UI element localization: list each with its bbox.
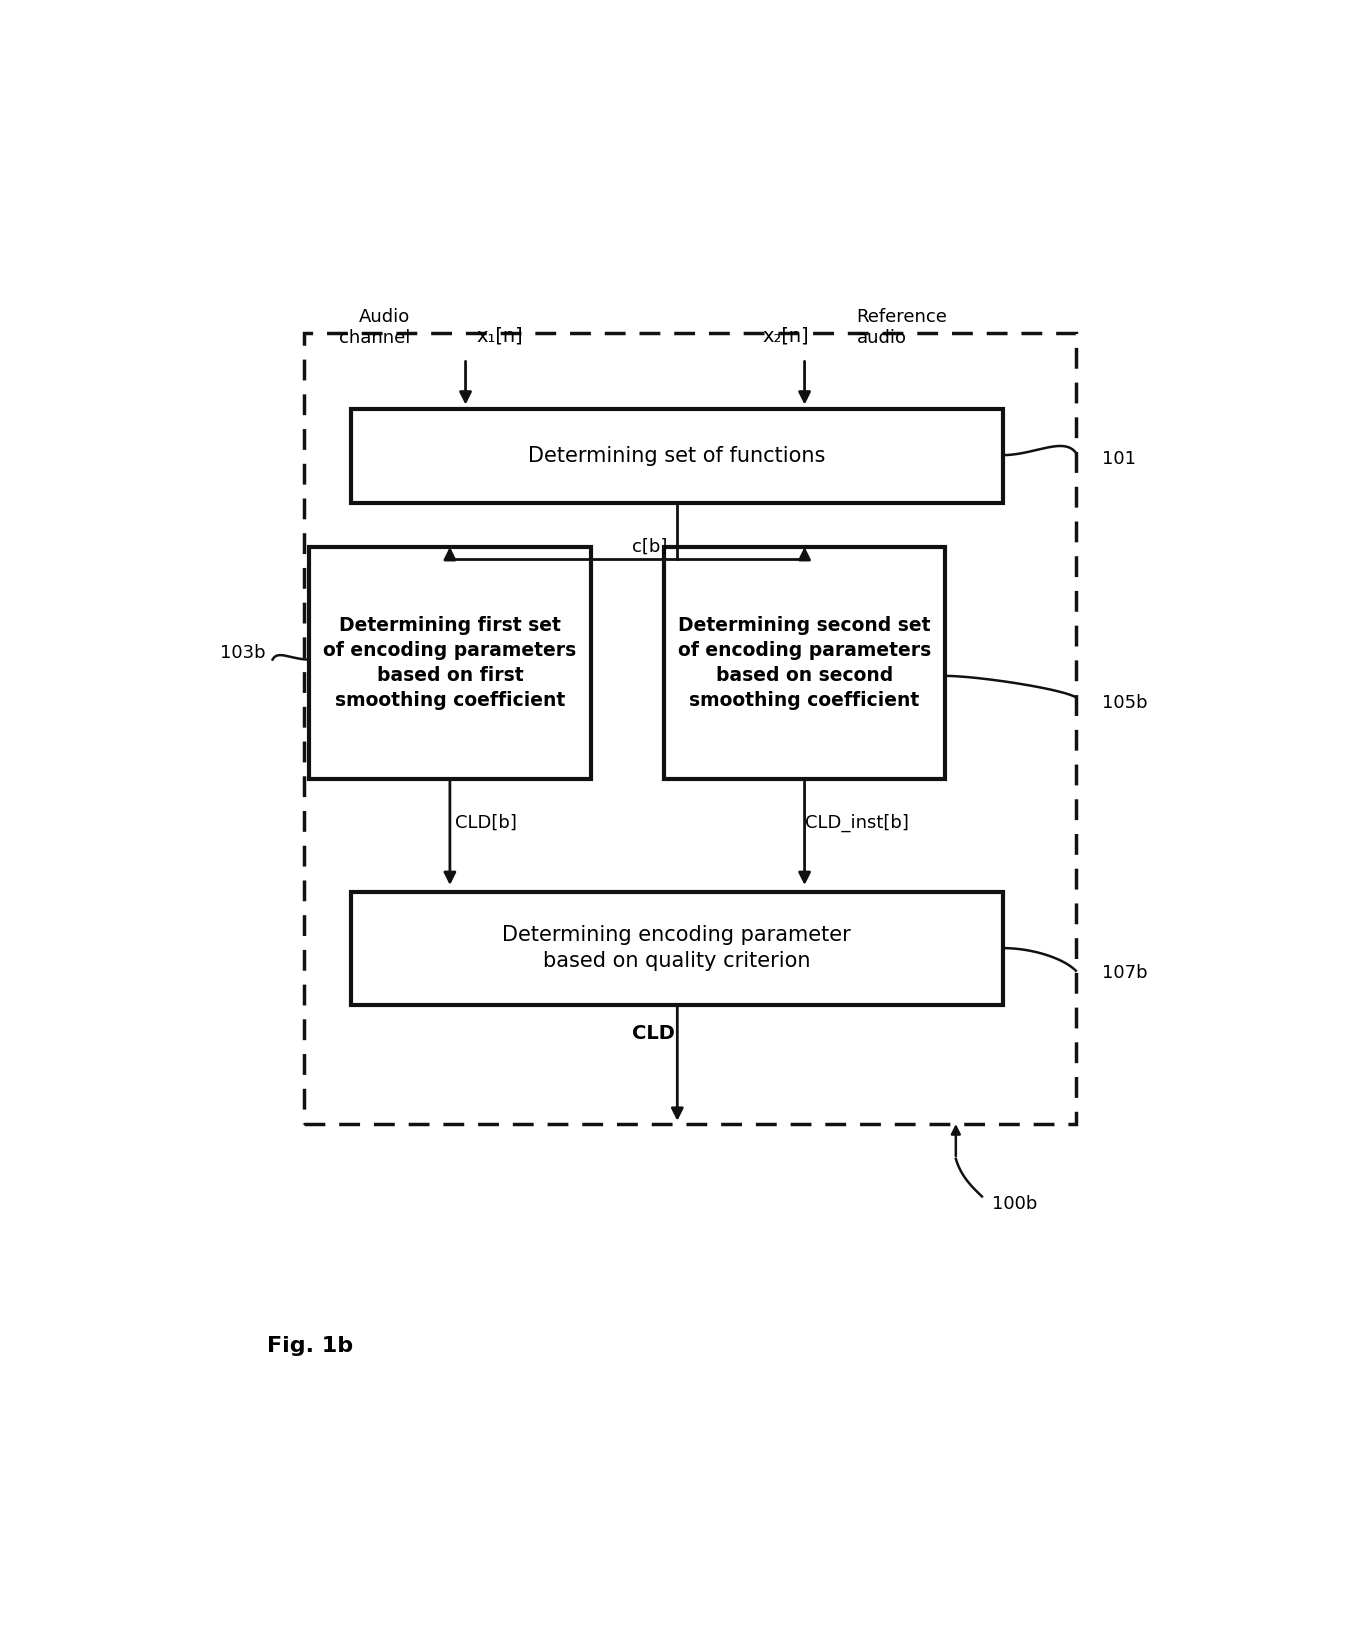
Text: x₁[n]: x₁[n] [476,326,522,345]
FancyBboxPatch shape [351,409,1003,503]
Text: 101: 101 [1102,450,1136,468]
Text: Determining set of functions: Determining set of functions [528,446,825,466]
Text: Determining encoding parameter
based on quality criterion: Determining encoding parameter based on … [502,925,851,971]
Text: Determining first set
of encoding parameters
based on first
smoothing coefficien: Determining first set of encoding parame… [323,616,576,710]
Text: Fig. 1b: Fig. 1b [268,1336,354,1355]
Text: 105b: 105b [1102,694,1148,712]
Text: CLD_inst[b]: CLD_inst[b] [805,813,909,832]
Text: Reference
audio: Reference audio [856,308,948,347]
Text: 107b: 107b [1102,964,1148,982]
Text: 103b: 103b [219,645,265,663]
FancyBboxPatch shape [664,547,945,779]
Text: Audio
channel: Audio channel [339,308,411,347]
Text: c[b]: c[b] [633,538,668,555]
FancyBboxPatch shape [310,547,591,779]
Text: CLD: CLD [633,1025,676,1043]
Text: Determining second set
of encoding parameters
based on second
smoothing coeffici: Determining second set of encoding param… [678,616,931,710]
Text: CLD[b]: CLD[b] [455,813,517,832]
Text: x₂[n]: x₂[n] [763,326,809,345]
FancyBboxPatch shape [351,891,1003,1005]
Text: 100b: 100b [992,1196,1038,1214]
